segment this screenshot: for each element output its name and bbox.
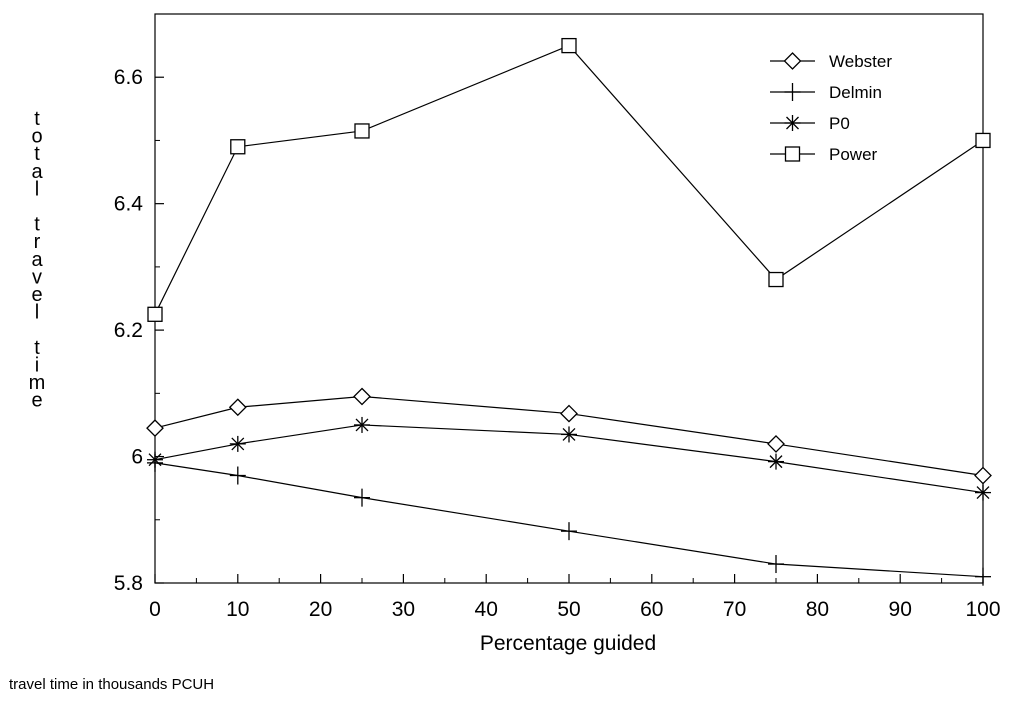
x-tick-label: 80 xyxy=(806,598,829,621)
data-point xyxy=(353,387,371,406)
data-point xyxy=(783,52,802,70)
data-point xyxy=(354,123,370,139)
x-tick-label: 90 xyxy=(889,598,912,621)
data-point xyxy=(354,488,370,507)
data-point xyxy=(768,271,784,288)
series-line-p0 xyxy=(154,424,984,494)
footnote: travel time in thousands PCUH xyxy=(9,676,215,693)
data-point xyxy=(561,37,577,54)
data-point xyxy=(975,567,991,586)
legend-entry: P0 xyxy=(770,114,850,133)
data-point xyxy=(768,453,784,470)
x-tick-label: 60 xyxy=(640,598,663,621)
series-line-power xyxy=(154,44,984,315)
data-point xyxy=(228,398,247,417)
data-point xyxy=(229,435,246,452)
data-point xyxy=(975,484,991,501)
data-point xyxy=(784,146,801,162)
legend-entry: Power xyxy=(770,145,878,164)
data-point xyxy=(974,466,992,485)
series-line-delmin xyxy=(154,462,984,578)
data-point xyxy=(146,419,164,438)
x-tick-label: 10 xyxy=(226,598,249,621)
data-point xyxy=(354,416,370,433)
legend-label: Webster xyxy=(829,52,892,71)
y-tick-label: 6.4 xyxy=(114,193,144,216)
data-point xyxy=(561,426,577,443)
y-tick-label: 6.6 xyxy=(114,66,143,89)
legend-entry: Delmin xyxy=(770,83,882,102)
legend-label: Delmin xyxy=(829,83,882,102)
data-point xyxy=(561,522,577,541)
x-tick-label: 30 xyxy=(392,598,415,621)
series-line-webster xyxy=(154,395,984,477)
legend-label: Power xyxy=(829,145,878,164)
data-point xyxy=(147,306,163,322)
x-tick-label: 20 xyxy=(309,598,332,621)
x-axis-title: Percentage guided xyxy=(480,632,656,655)
y-tick-label: 5.8 xyxy=(114,572,143,595)
legend-label: P0 xyxy=(829,114,850,133)
x-tick-label: 40 xyxy=(475,598,498,621)
data-point xyxy=(784,83,801,101)
x-tick-label: 70 xyxy=(723,598,746,621)
x-tick-label: 0 xyxy=(149,598,161,621)
x-tick-label: 100 xyxy=(965,598,1000,621)
data-point xyxy=(975,132,991,149)
data-point xyxy=(767,434,785,453)
legend-entry: Webster xyxy=(770,52,892,71)
data-point xyxy=(768,555,784,574)
data-point xyxy=(147,451,163,468)
data-point xyxy=(229,466,246,485)
data-point xyxy=(230,139,246,155)
data-point xyxy=(784,115,801,131)
x-tick-label: 50 xyxy=(557,598,580,621)
y-tick-label: 6.2 xyxy=(114,319,143,342)
data-point xyxy=(560,404,578,423)
y-tick-label: 6 xyxy=(131,446,143,469)
